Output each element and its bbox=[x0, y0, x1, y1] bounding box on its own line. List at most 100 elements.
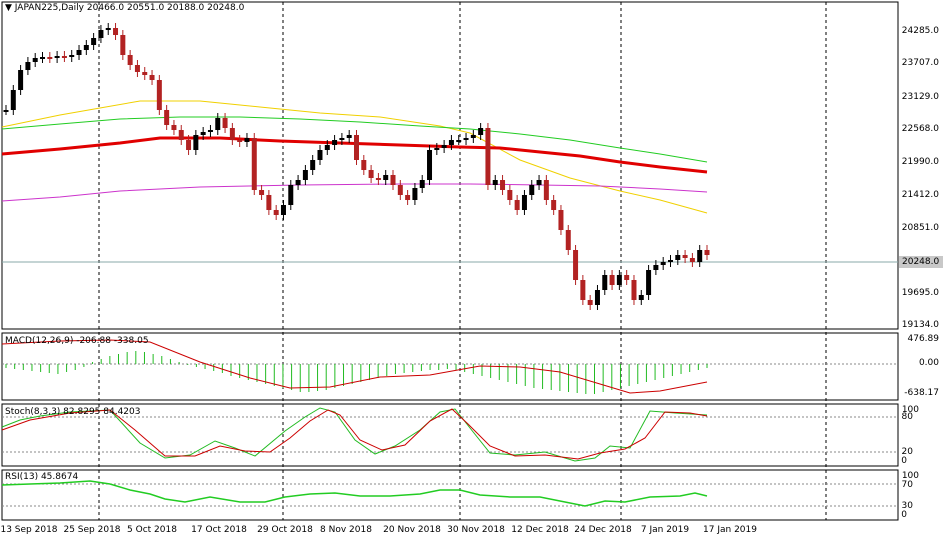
candle-body bbox=[178, 130, 184, 140]
candle-body bbox=[222, 118, 228, 128]
candle-body bbox=[229, 128, 235, 140]
candle-body bbox=[646, 270, 652, 295]
candle-body bbox=[470, 135, 476, 138]
candle-body bbox=[339, 138, 345, 140]
stoch-axis-label: 20 bbox=[901, 447, 913, 457]
candle-body bbox=[266, 195, 272, 210]
candle-body bbox=[91, 38, 97, 45]
rsi-axis-label: 30 bbox=[901, 501, 913, 511]
date-label: 8 Nov 2018 bbox=[320, 525, 372, 535]
candle-body bbox=[463, 138, 469, 140]
stoch-axis-label: 80 bbox=[901, 412, 913, 422]
candle-body bbox=[521, 195, 527, 210]
ma-red-line bbox=[1, 136, 708, 174]
date-label: 30 Nov 2018 bbox=[447, 525, 505, 535]
stoch-axis-label: 0 bbox=[901, 456, 907, 466]
candle-body bbox=[83, 45, 89, 50]
candle-body bbox=[76, 50, 82, 55]
candle-body bbox=[638, 295, 644, 300]
candle-body bbox=[573, 250, 579, 280]
candle-body bbox=[193, 135, 199, 150]
candle-body bbox=[317, 150, 323, 160]
candle-body bbox=[134, 65, 140, 72]
date-label: 29 Oct 2018 bbox=[257, 525, 313, 535]
candle-body bbox=[302, 170, 308, 180]
candle-body bbox=[47, 57, 53, 59]
candle-body bbox=[142, 72, 148, 75]
candle-body bbox=[54, 56, 60, 58]
candle-body bbox=[200, 132, 206, 135]
candle-body bbox=[616, 275, 622, 285]
stoch-pane[interactable] bbox=[1, 403, 899, 467]
period-separators bbox=[98, 2, 827, 520]
date-label: 17 Jan 2019 bbox=[703, 525, 757, 535]
candle-body bbox=[18, 70, 24, 90]
macd-histogram bbox=[5, 351, 708, 394]
candle-body bbox=[32, 58, 38, 62]
candle-body bbox=[156, 80, 162, 110]
candle-body bbox=[280, 205, 286, 215]
candle-body bbox=[332, 140, 338, 145]
candle-body bbox=[61, 56, 67, 58]
rsi-axis-label: 0 bbox=[901, 510, 907, 520]
candle-body bbox=[164, 110, 170, 125]
candle-body bbox=[295, 180, 301, 185]
price-axis-label: 20851.0 bbox=[901, 223, 939, 233]
candle-body bbox=[667, 260, 673, 262]
macd-label: MACD(12,26,9) -206.88 -338.05 bbox=[5, 336, 149, 346]
candle-body bbox=[456, 140, 462, 142]
rsi-axis-label: 70 bbox=[901, 480, 913, 490]
candle-body bbox=[186, 140, 192, 150]
candle-body bbox=[324, 145, 330, 150]
candle-body bbox=[207, 130, 213, 132]
candle-body bbox=[602, 275, 608, 290]
candle-body bbox=[273, 210, 279, 215]
candle-body bbox=[551, 200, 557, 210]
candle-body bbox=[251, 138, 257, 190]
candle-body bbox=[704, 250, 710, 255]
candle-body bbox=[215, 118, 221, 130]
candle-body bbox=[580, 280, 586, 300]
candle-body bbox=[105, 28, 111, 30]
candle-body bbox=[624, 275, 630, 280]
candle-body bbox=[492, 180, 498, 185]
candle-body bbox=[536, 180, 542, 185]
candle-body bbox=[361, 160, 367, 170]
candle-body bbox=[514, 200, 520, 210]
price-pane[interactable] bbox=[1, 1, 899, 330]
candle-body bbox=[653, 265, 659, 270]
date-label: 25 Sep 2018 bbox=[63, 525, 121, 535]
price-axis-label: 19695.0 bbox=[901, 288, 939, 298]
candle-body bbox=[565, 230, 571, 250]
stoch-main-line bbox=[1, 407, 708, 462]
candle-body bbox=[10, 90, 16, 110]
ma-green-line bbox=[1, 116, 708, 163]
macd-axis-label: -638.17 bbox=[904, 388, 939, 398]
rsi-pane[interactable] bbox=[1, 469, 899, 521]
candle-body bbox=[660, 262, 666, 265]
candle-body bbox=[390, 175, 396, 185]
candle-body bbox=[3, 110, 9, 112]
candle-body bbox=[558, 210, 564, 230]
candle-body bbox=[609, 275, 615, 285]
current-price-tag: 20248.0 bbox=[899, 256, 943, 268]
candle-body bbox=[405, 195, 411, 200]
candle-body bbox=[594, 290, 600, 305]
candle-body bbox=[120, 35, 126, 55]
candle-body bbox=[675, 255, 681, 260]
candle-body bbox=[244, 138, 250, 142]
macd-signal-line bbox=[1, 339, 708, 394]
date-label: 20 Nov 2018 bbox=[383, 525, 441, 535]
candlestick-series[interactable] bbox=[3, 23, 710, 310]
rsi-line bbox=[1, 480, 708, 507]
candle-body bbox=[40, 57, 46, 59]
candle-body bbox=[113, 28, 119, 35]
macd-pane[interactable] bbox=[1, 332, 899, 401]
candle-body bbox=[346, 135, 352, 138]
date-label: 12 Dec 2018 bbox=[511, 525, 569, 535]
candle-body bbox=[310, 160, 316, 170]
candle-body bbox=[354, 135, 359, 160]
candle-body bbox=[127, 55, 133, 65]
candle-body bbox=[507, 190, 513, 200]
